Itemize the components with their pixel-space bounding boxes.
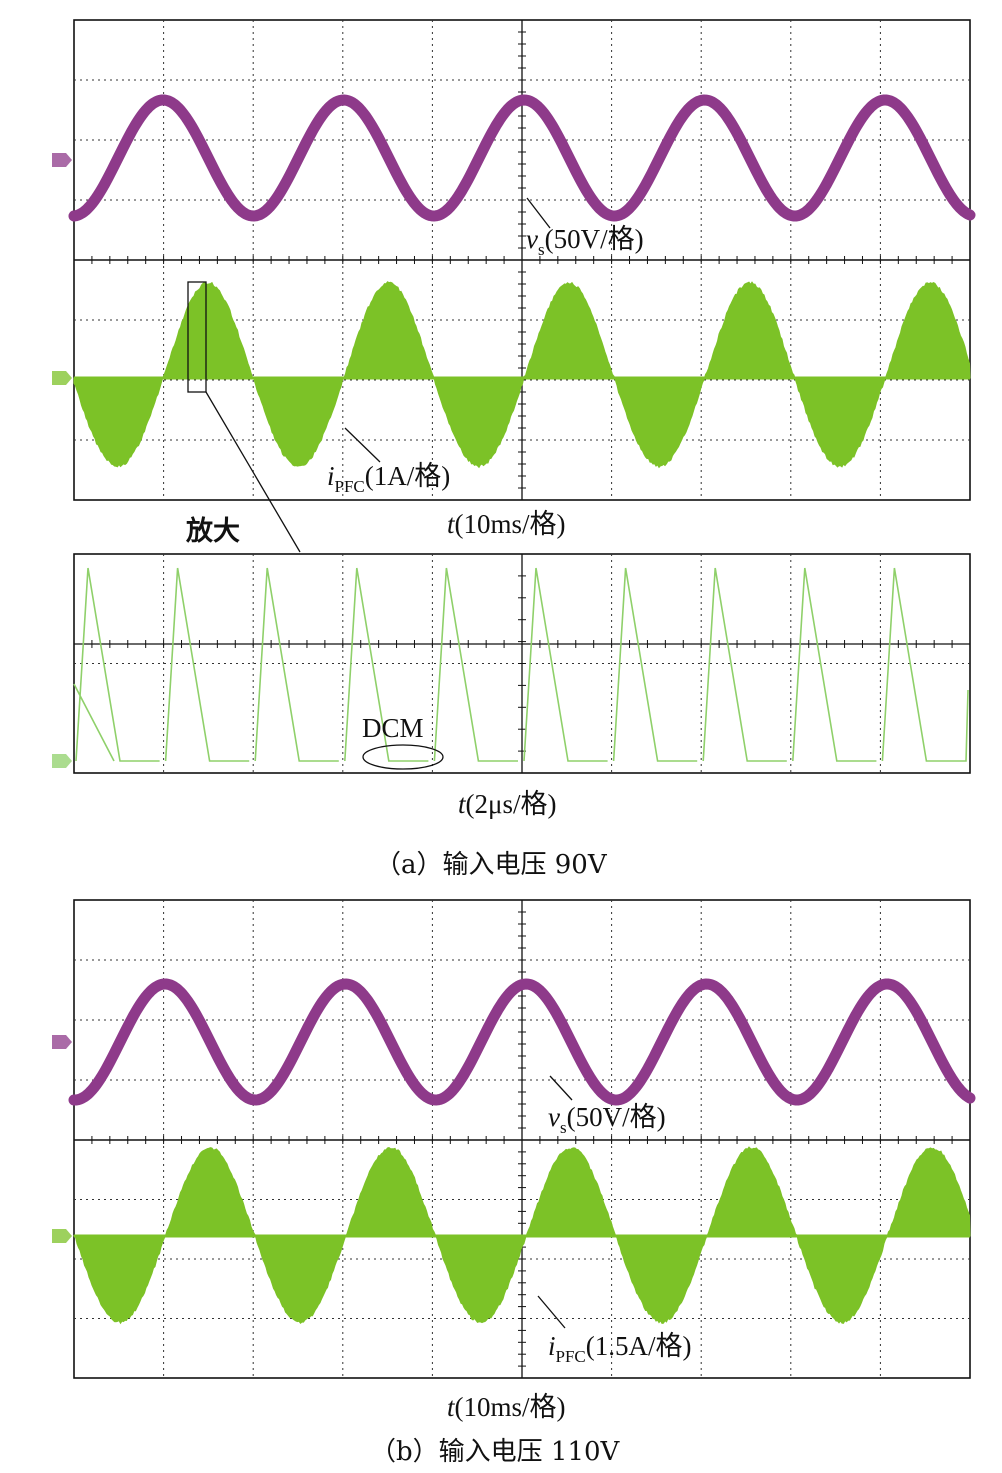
zoom-time-label: t(2μs/格) [458, 789, 556, 819]
zoom-text: 放大 [185, 515, 240, 547]
time-b-label: t(10ms/格) [447, 1392, 566, 1422]
ch-zoom-marker [52, 754, 72, 768]
ch2-marker-b [52, 1229, 72, 1243]
caption-a: （a）输入电压 90V [375, 850, 608, 880]
ch2-marker-a [52, 371, 72, 385]
ch1-marker-a [52, 153, 72, 167]
channel-markers [52, 153, 72, 1243]
vs-a-label: vs(50V/格) [526, 224, 644, 259]
dcm-text: DCM [362, 713, 424, 743]
time-a-label: t(10ms/格) [447, 509, 566, 539]
vs-b-label: vs(50V/格) [548, 1102, 666, 1137]
ch1-marker-b [52, 1035, 72, 1049]
caption-b: （b）输入电压 110V [370, 1437, 621, 1467]
